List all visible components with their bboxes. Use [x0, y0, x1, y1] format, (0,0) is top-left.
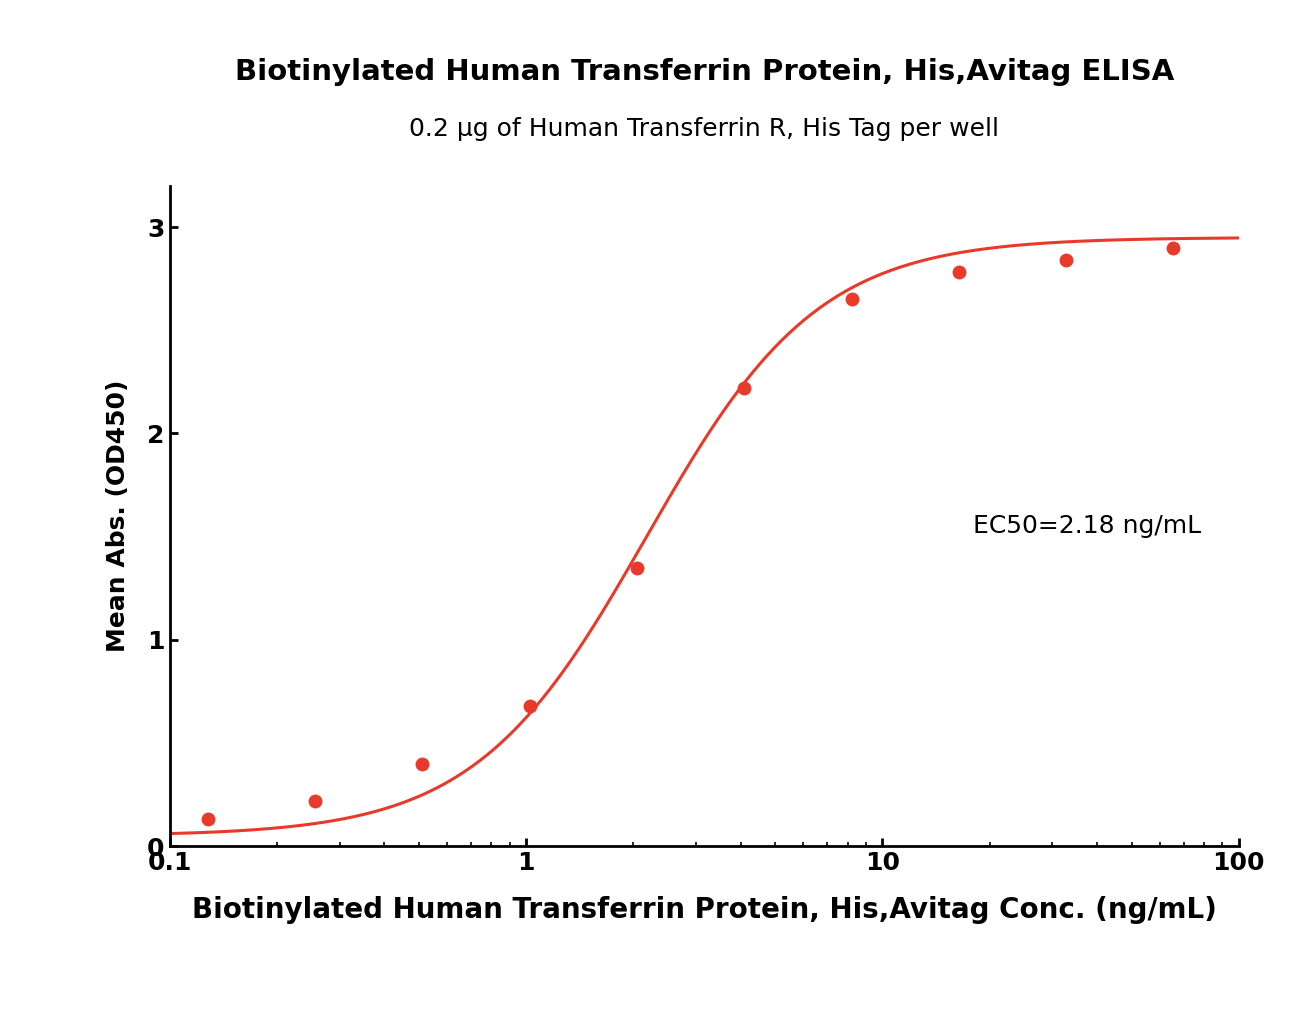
X-axis label: Biotinylated Human Transferrin Protein, His,Avitag Conc. (ng/mL): Biotinylated Human Transferrin Protein, … — [192, 896, 1217, 924]
Point — [626, 559, 647, 576]
Text: EC50=2.18 ng/mL: EC50=2.18 ng/mL — [973, 514, 1201, 539]
Point — [1056, 252, 1077, 268]
Point — [519, 698, 540, 714]
Point — [412, 755, 433, 772]
Y-axis label: Mean Abs. (OD450): Mean Abs. (OD450) — [107, 380, 130, 652]
Text: Biotinylated Human Transferrin Protein, His,Avitag ELISA: Biotinylated Human Transferrin Protein, … — [235, 58, 1174, 87]
Point — [841, 291, 862, 308]
Point — [305, 793, 326, 809]
Point — [948, 264, 969, 281]
Text: 0.2 μg of Human Transferrin R, His Tag per well: 0.2 μg of Human Transferrin R, His Tag p… — [409, 117, 999, 141]
Point — [734, 380, 755, 396]
Point — [197, 811, 218, 828]
Point — [1163, 239, 1184, 256]
